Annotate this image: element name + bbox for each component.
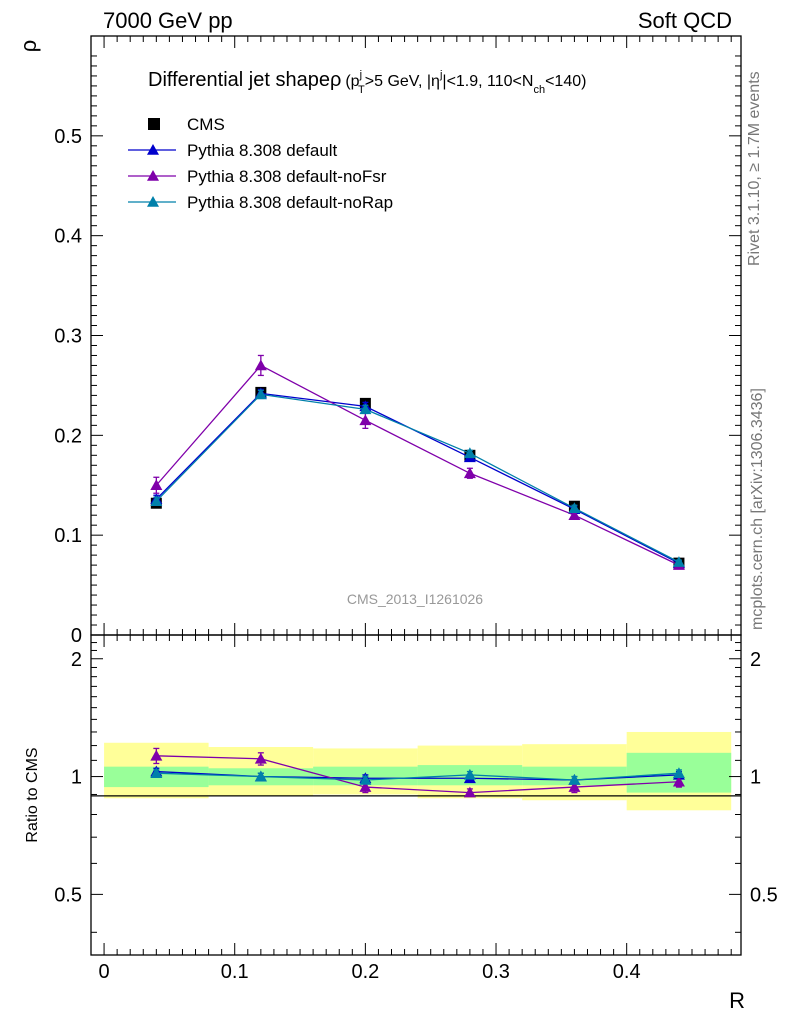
y-tick-label-ratio-right: 2 bbox=[750, 649, 761, 671]
ratio-marker-noFsr bbox=[463, 786, 476, 798]
main-marker-noRap bbox=[150, 495, 163, 507]
axis-ticks bbox=[91, 36, 741, 955]
legend-marker-cms bbox=[148, 118, 160, 130]
ratio-marker-noFsr bbox=[672, 775, 685, 787]
ratio-marker-noFsr bbox=[359, 781, 372, 792]
main-marker-noRap bbox=[568, 502, 581, 514]
main-marker-noFsr bbox=[568, 509, 581, 520]
main-marker-noFsr bbox=[359, 414, 372, 426]
y-tick-label-main: 0.1 bbox=[54, 525, 82, 547]
y-tick-label-main: 0.5 bbox=[54, 126, 82, 148]
x-tick-label: 0.4 bbox=[613, 961, 641, 983]
main-marker-noFsr bbox=[254, 359, 267, 371]
header-left-label: 7000 GeV pp bbox=[103, 8, 233, 33]
ratio-marker-noRap bbox=[359, 773, 372, 785]
title-end: <140) bbox=[545, 73, 586, 90]
title-mid1: >5 GeV, |η bbox=[365, 73, 440, 90]
legend-label-noRap: Pythia 8.308 default-noRap bbox=[187, 193, 393, 212]
legend-marker-noFsr bbox=[147, 170, 159, 181]
main-marker-noRap bbox=[672, 556, 685, 567]
legend-marker-noRap bbox=[147, 196, 159, 207]
header-right-label: Soft QCD bbox=[637, 8, 732, 33]
main-marker-noRap bbox=[254, 388, 267, 400]
y-tick-label-main: 0.3 bbox=[54, 326, 82, 348]
ratio-line-noFsr bbox=[156, 755, 679, 794]
title-n-sub: ch bbox=[533, 84, 545, 96]
y-tick-label-main: 0 bbox=[71, 625, 82, 647]
legend-marker-default bbox=[147, 144, 159, 155]
y-tick-label-ratio-right: 0.5 bbox=[750, 884, 778, 906]
y-tick-label-main: 0.4 bbox=[54, 226, 82, 248]
main-line-noFsr bbox=[155, 364, 680, 566]
x-axis-label: R bbox=[729, 988, 745, 1013]
ratio-line-noRap bbox=[156, 772, 679, 781]
ratio-uncertainty-bands bbox=[104, 731, 732, 811]
ratio-marker-noRap bbox=[568, 773, 581, 785]
main-line-noRap bbox=[155, 393, 680, 563]
legend: CMS Pythia 8.308 default Pythia 8.308 defa… bbox=[128, 115, 393, 212]
ratio-marker-noRap bbox=[672, 767, 685, 779]
x-tick-label: 0.3 bbox=[482, 961, 510, 983]
main-marker-noFsr bbox=[150, 479, 163, 491]
tick-labels: 0 0.1 0.2 0.3 0.4 0 0.1 0.2 0.3 0.4 0.5 0.5 0.5 1 1 2 2 bbox=[54, 126, 778, 983]
x-tick-label: 0 bbox=[99, 961, 110, 983]
ratio-marker-noRap bbox=[463, 768, 476, 780]
ratio-plot-frame bbox=[90, 634, 742, 956]
title-pt-sup: j bbox=[359, 69, 362, 81]
y-tick-label-ratio-left: 1 bbox=[71, 767, 82, 789]
legend-label-default: Pythia 8.308 default bbox=[187, 141, 338, 160]
main-y-axis-label: ρ bbox=[16, 40, 41, 53]
x-tick-label: 0.1 bbox=[221, 961, 249, 983]
main-marker-noRap bbox=[463, 447, 476, 459]
legend-label-noFsr: Pythia 8.308 default-noFsr bbox=[187, 167, 387, 186]
title-pt-sub: T bbox=[358, 84, 365, 96]
ratio-marker-noFsr bbox=[150, 749, 163, 761]
y-tick-label-main: 0.2 bbox=[54, 425, 82, 447]
y-tick-label-ratio-right: 1 bbox=[750, 767, 761, 789]
ratio-marker-noFsr bbox=[254, 752, 267, 764]
main-marker-noRap bbox=[359, 403, 372, 415]
x-tick-label: 0.2 bbox=[351, 961, 379, 983]
analysis-watermark: CMS_2013_I1261026 bbox=[347, 591, 483, 607]
title-eta-sup: j bbox=[439, 69, 442, 81]
ratio-marker-noRap bbox=[150, 767, 163, 779]
title-suffix: (p bbox=[345, 73, 359, 90]
y-tick-label-ratio-left: 2 bbox=[71, 649, 82, 671]
main-line-default bbox=[155, 392, 680, 564]
title-mid2: |<1.9, 110<N bbox=[442, 73, 533, 90]
plot-title: Differential jet shapeρ (pj T>5 GeV, |ηj|<… bbox=[148, 69, 586, 96]
title-main: Differential jet shapeρ bbox=[148, 69, 341, 91]
plot-series bbox=[150, 354, 685, 798]
ratio-y-axis-label: Ratio to CMS bbox=[24, 747, 41, 842]
ratio-marker-noRap bbox=[254, 770, 267, 782]
legend-label-cms: CMS bbox=[187, 115, 225, 134]
main-marker-noFsr bbox=[463, 467, 476, 479]
y-tick-label-ratio-left: 0.5 bbox=[54, 884, 82, 906]
ratio-marker-noFsr bbox=[568, 781, 581, 792]
